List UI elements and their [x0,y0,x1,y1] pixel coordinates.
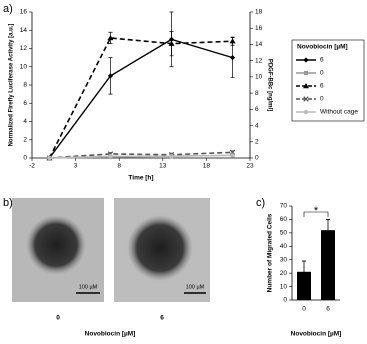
y-axis-label: Normalized Firefly Luciferase Activity [… [9,24,15,147]
y2-tick-label: 4 [255,122,259,129]
y2-tick-label: 12 [255,57,263,64]
y-tick-label: 30 [280,256,288,263]
scale-bar-label: 100 µM [79,284,98,290]
error-bar [302,260,306,283]
legend [291,39,365,122]
x-tick-label: 3 [74,163,78,170]
y2-axis-label: PDGF-BBc [ng/ml] [266,59,272,111]
x-axis-label: Time [h] [128,175,153,182]
bar [297,271,311,300]
error-bar [326,219,330,241]
marker [303,57,309,63]
y-tick-label: 60 [280,216,288,223]
y-tick-label: 50 [280,230,288,237]
micrograph [114,198,210,302]
y-tick-label: 10 [280,283,288,290]
x-tick-label: 6 [326,306,330,313]
y-tick-label: 16 [20,9,28,16]
x-tick-label: 0 [302,306,306,313]
marker [107,34,114,41]
y-tick-label: 20 [280,270,288,277]
micrograph [12,198,104,302]
legend-label: 0 [320,70,324,77]
marker [304,71,308,75]
axis [31,12,251,159]
y-tick-label: 40 [280,243,288,250]
legend-title: Novobiocin [µM] [297,44,348,51]
x-tick-label: 23 [246,163,254,170]
scale-bar-label: 100 µM [186,284,205,290]
panel-label: a) [3,3,13,15]
y2-tick-label: 14 [255,41,263,48]
marker [229,55,236,61]
panel-label: c) [256,197,265,209]
marker [107,73,114,79]
series-line [48,37,233,159]
legend-label: 6 [320,57,324,64]
x-tick-label: 13 [159,163,167,170]
marker [168,40,175,46]
marker [303,109,309,115]
y2-tick-label: 6 [255,106,259,113]
marker [303,83,309,89]
x-axis-label: Novobiocin [µM] [291,331,342,338]
y-tick-label: 10 [20,63,28,70]
significance-bracket [303,211,329,217]
series-line [48,38,233,159]
y2-tick-label: 8 [255,90,259,97]
y-tick-label: 6 [23,100,27,107]
marker [230,153,235,158]
y-tick-label: 70 [280,203,288,210]
y-tick-label: 8 [23,82,27,89]
y-axis-label: Number of Migrated Cells [267,213,274,292]
panel-label: b) [3,197,13,209]
x-tick-label: 18 [203,163,211,170]
marker [47,155,52,161]
y-tick-label: 14 [20,27,28,34]
y2-tick-label: 0 [255,155,259,162]
y-tick-label: 0 [23,155,27,162]
y-tick-label: 4 [23,118,27,125]
y-tick-label: 0 [283,297,287,304]
y2-tick-label: 10 [255,74,263,81]
legend-label: 6 [320,83,324,90]
x-axis-label: Novobiocin [µM] [85,331,136,338]
annotation: * [314,205,319,217]
micrograph-label: 6 [160,315,164,322]
y2-tick-label: 16 [255,25,263,32]
marker [303,96,309,102]
y2-tick-label: 18 [255,9,263,16]
marker [169,153,174,159]
micrograph-label: 0 [56,315,60,322]
y-tick-label: 2 [23,136,27,143]
marker [229,38,236,44]
y-tick-label: 12 [20,45,28,52]
legend-label: 0 [320,96,324,103]
legend-label: Without cage [320,109,358,116]
y2-tick-label: 2 [255,138,259,145]
marker [108,153,113,159]
series-line [49,154,233,159]
x-tick-label: -2 [29,163,35,170]
series-line [49,151,233,159]
bar [321,230,335,300]
x-tick-label: 8 [117,163,121,170]
